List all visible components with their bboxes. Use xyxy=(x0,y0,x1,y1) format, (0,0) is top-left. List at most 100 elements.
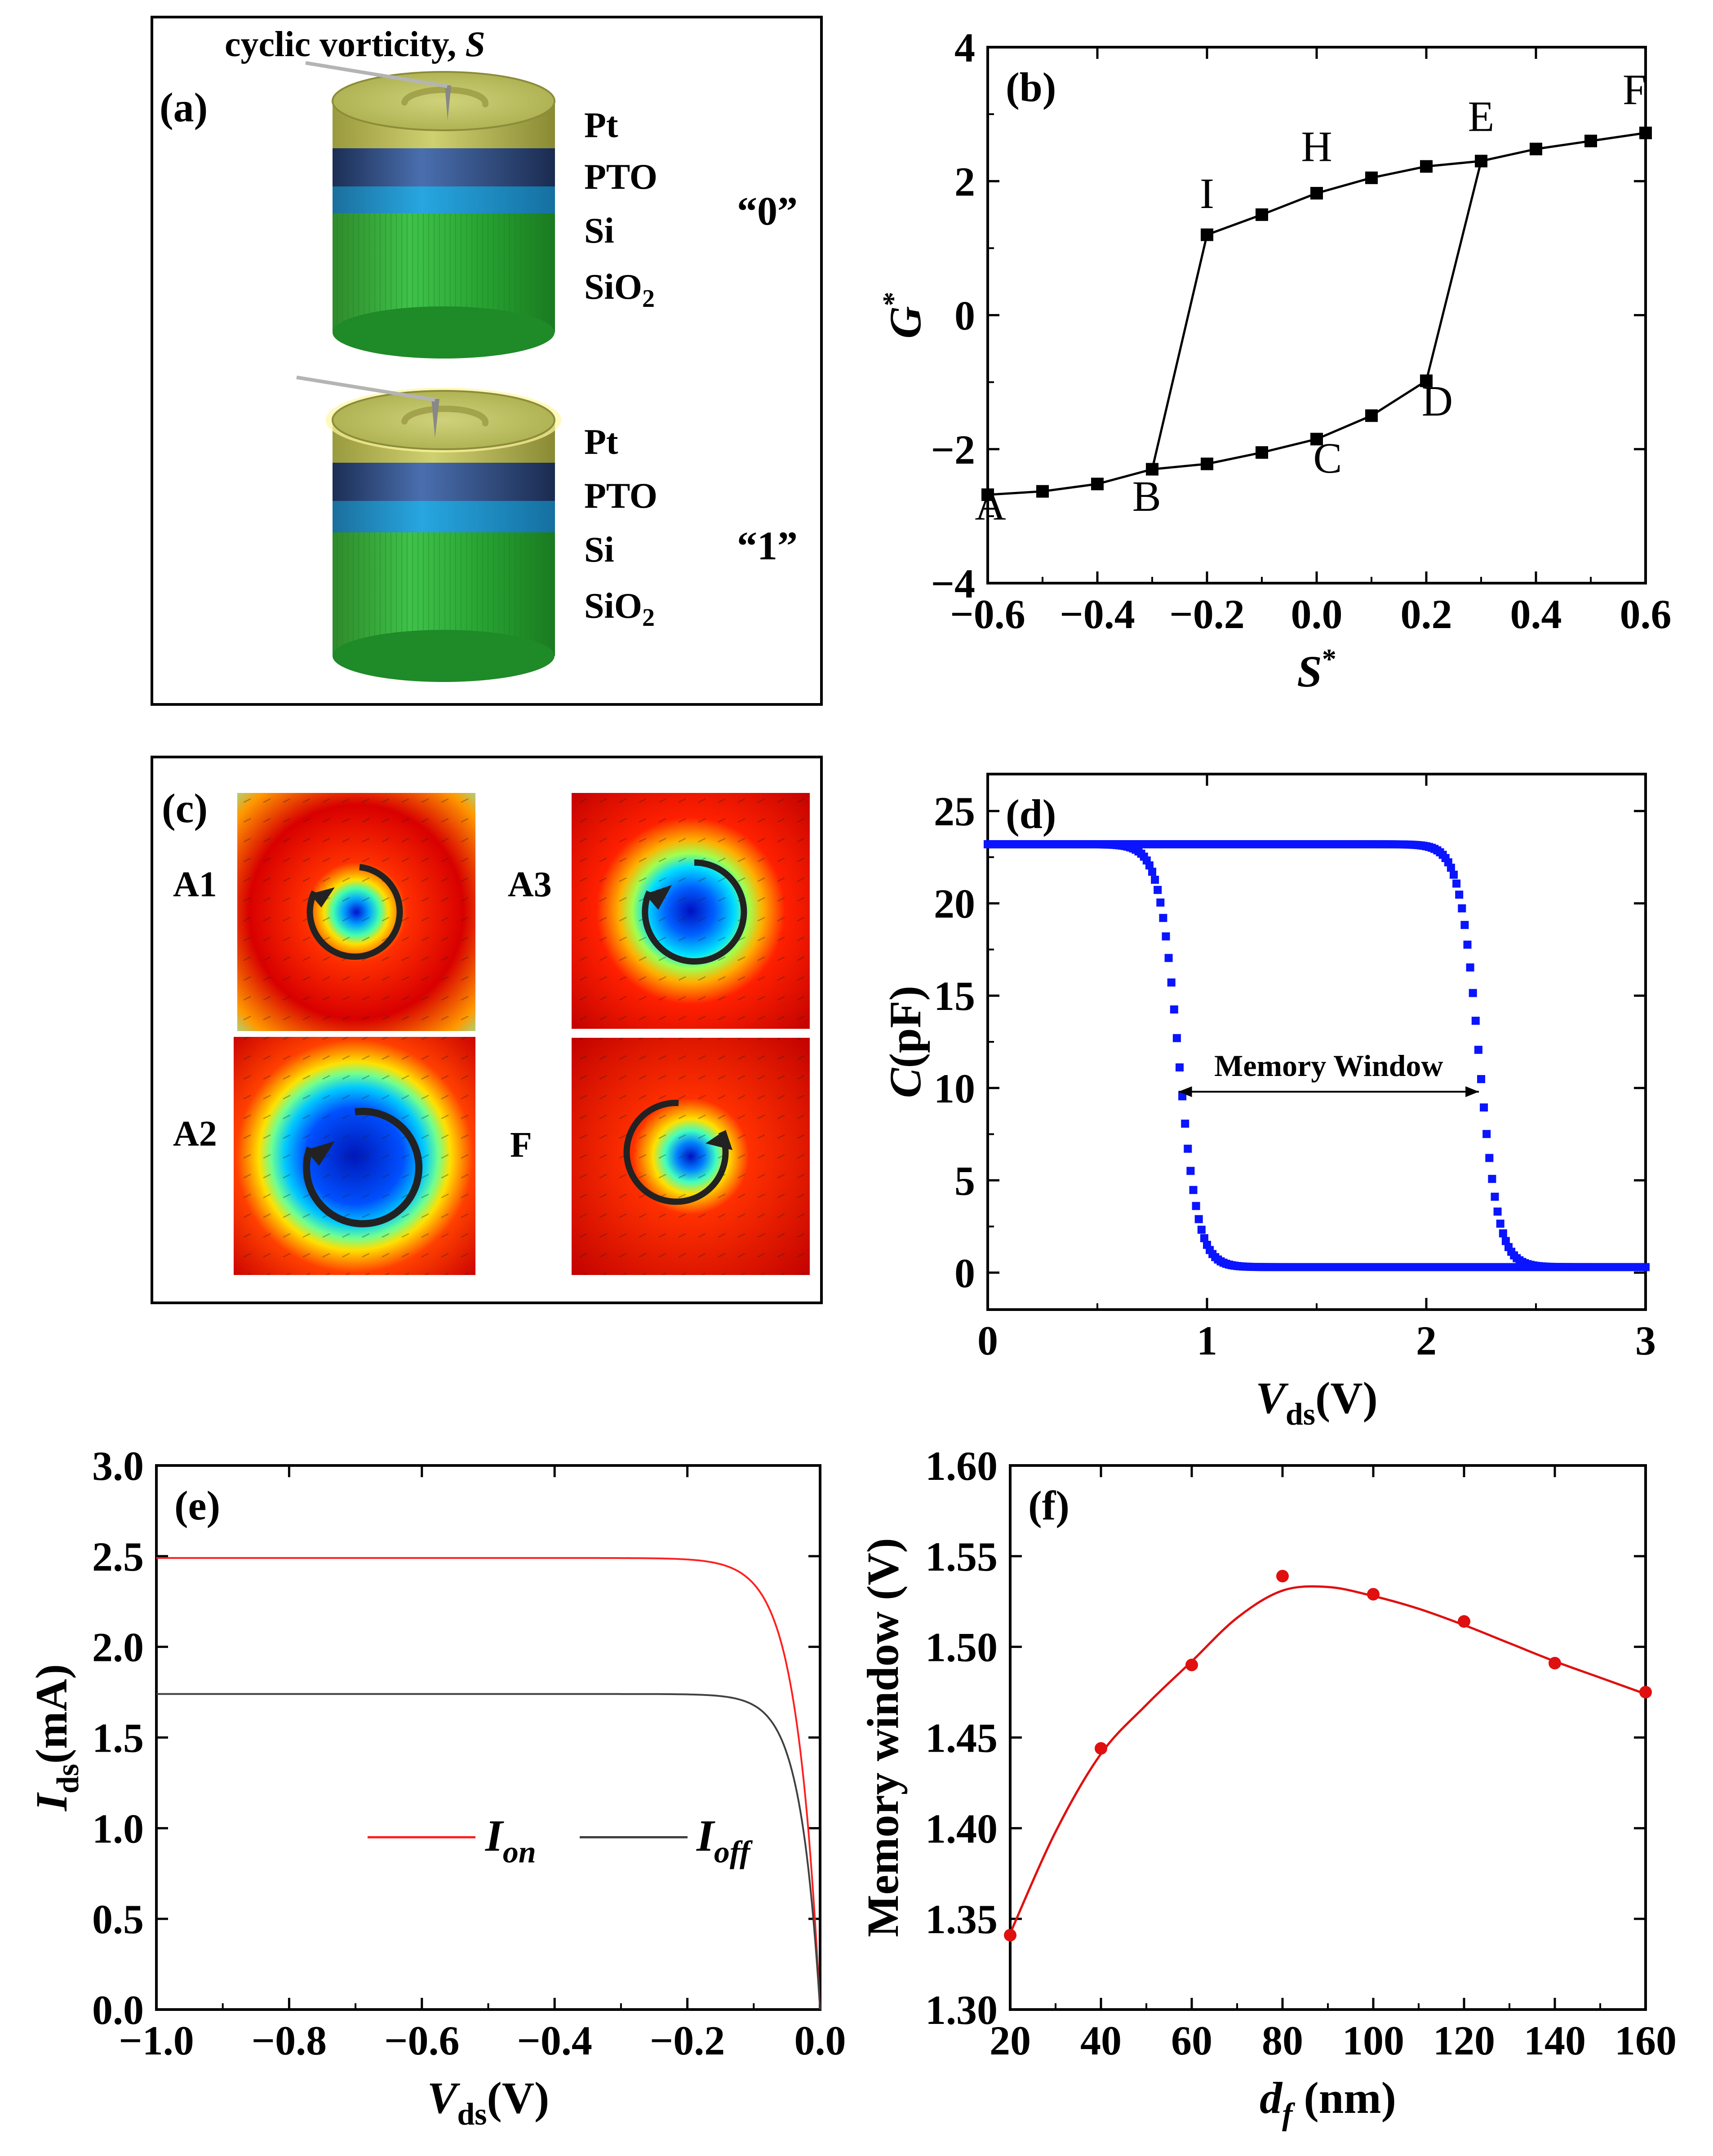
y-tick-label: 3.0 xyxy=(92,1443,144,1489)
plot-frame xyxy=(155,1464,821,2011)
y-tick-label: 2.5 xyxy=(92,1534,144,1580)
rotation-arrow-icon xyxy=(623,1099,729,1205)
point-annotation: D xyxy=(1422,377,1453,425)
x-tick-label: 60 xyxy=(1171,2018,1212,2063)
map-f xyxy=(572,1038,810,1275)
layer-si-1: Si xyxy=(584,530,614,570)
rotation-arrow-icon xyxy=(303,1107,423,1227)
x-tick-label: 20 xyxy=(990,2018,1031,2063)
rotation-arrow-icon xyxy=(642,859,747,965)
data-point xyxy=(1276,1570,1289,1583)
x-tick-label: 2 xyxy=(1416,1318,1437,1364)
y-tick-label: 0.5 xyxy=(92,1896,144,1942)
data-point xyxy=(1185,1659,1198,1672)
fit-curve xyxy=(1009,1585,1646,1934)
chart-d: 0 1 2 3 0 5 10 15 20 25 (d) Memory Window Vds(V) C(pF… xyxy=(880,773,1656,1432)
y-tick-label: 1.35 xyxy=(925,1896,998,1942)
layer-pt-0: Pt xyxy=(584,106,618,145)
layer-sio2-1: SiO2 xyxy=(584,586,655,632)
y-tick-label: 1.5 xyxy=(92,1715,144,1761)
data-point xyxy=(1474,1045,1482,1054)
data-point xyxy=(1455,890,1464,899)
x-tick-label: −0.4 xyxy=(1060,591,1135,637)
data-point xyxy=(1475,155,1487,168)
layer-si-0: Si xyxy=(584,211,614,251)
pillar-top-2 xyxy=(332,390,555,450)
x-axis-label: S* xyxy=(1297,643,1336,696)
y-axis-label: C(pF) xyxy=(880,986,930,1098)
panel-a: (a) cyclic vorticity, S Pt PTO Si SiO2 “… xyxy=(151,16,823,706)
state-1-label: “1” xyxy=(737,524,798,568)
data-point xyxy=(1639,1686,1652,1699)
series-line-on xyxy=(156,1557,821,2010)
series-1 xyxy=(984,840,1650,1271)
series-line-1 xyxy=(1425,160,1482,381)
data-point xyxy=(1463,940,1472,949)
data-point xyxy=(1480,1103,1488,1112)
pointer-tip xyxy=(445,85,451,120)
data-point xyxy=(1420,374,1433,387)
x-tick-label: −0.2 xyxy=(650,2018,725,2063)
state-0-label: “0” xyxy=(737,189,798,234)
x-tick-label: 120 xyxy=(1433,2018,1495,2063)
series-line-2 xyxy=(1151,132,1646,470)
data-point xyxy=(1584,134,1597,147)
point-annotation: C xyxy=(1313,434,1342,482)
data-point xyxy=(1156,898,1165,907)
data-point xyxy=(1458,904,1466,912)
y-tick-label: 1.55 xyxy=(925,1534,998,1580)
y-tick-label: 2.0 xyxy=(92,1625,144,1670)
data-point xyxy=(1485,1154,1494,1162)
panel-label: (b) xyxy=(1006,64,1056,110)
y-tick-label: 1.50 xyxy=(925,1625,998,1670)
data-point xyxy=(1499,1229,1507,1238)
x-axis-label: df (nm) xyxy=(1260,2073,1396,2132)
data-point xyxy=(1256,208,1268,221)
y-tick-label: 15 xyxy=(934,973,975,1019)
data-point xyxy=(1256,446,1268,459)
data-point xyxy=(1201,228,1213,241)
pillar-state-1 xyxy=(296,376,561,682)
data-point xyxy=(1471,1017,1480,1025)
data-point xyxy=(1178,1092,1187,1101)
data-point xyxy=(1162,932,1170,941)
y-tick-label: 20 xyxy=(934,881,975,927)
data-point xyxy=(1365,409,1378,422)
chart-e: −1.0 −0.8 −0.6 −0.4 −0.2 0.0 0.0 0.5 1.0 1.5 2.0 2.… xyxy=(27,1443,846,2132)
map-label-f: F xyxy=(510,1125,532,1165)
data-point xyxy=(1151,876,1159,884)
data-point xyxy=(1164,954,1173,962)
map-a2 xyxy=(234,1037,475,1275)
panel-label: (f) xyxy=(1028,1483,1070,1528)
panel-label: (e) xyxy=(174,1483,220,1528)
data-point xyxy=(1184,1144,1192,1153)
data-point xyxy=(1365,171,1378,184)
data-point xyxy=(1167,978,1176,987)
x-tick-label: 160 xyxy=(1615,2018,1677,2063)
x-tick-label: 0.0 xyxy=(794,2018,846,2063)
legend-label-on: Ion xyxy=(485,1811,536,1870)
y-tick-label: −4 xyxy=(931,561,975,607)
x-tick-label: −0.8 xyxy=(252,2018,327,2063)
data-point xyxy=(1450,871,1458,879)
y-tick-label: 5 xyxy=(954,1158,975,1204)
x-tick-label: 0 xyxy=(977,1318,998,1364)
data-point xyxy=(1549,1656,1561,1669)
data-point xyxy=(1447,863,1455,872)
data-point xyxy=(1420,160,1433,173)
x-tick-label: 140 xyxy=(1524,2018,1586,2063)
rotation-arrow-icon xyxy=(306,864,403,960)
y-tick-label: 0 xyxy=(954,1250,975,1296)
data-point xyxy=(1310,187,1323,200)
data-point xyxy=(1036,485,1049,498)
y-tick-label: 10 xyxy=(934,1066,975,1111)
panel-a-label: (a) xyxy=(160,84,208,130)
x-tick-label: 100 xyxy=(1342,2018,1404,2063)
data-point xyxy=(1095,1742,1107,1755)
data-point xyxy=(981,488,994,501)
y-axis-label: Ids(mA) xyxy=(27,1664,85,1811)
data-point xyxy=(1192,1202,1200,1210)
data-point xyxy=(1310,433,1323,446)
x-tick-label: 40 xyxy=(1080,2018,1122,2063)
y-tick-label: 25 xyxy=(934,788,975,834)
